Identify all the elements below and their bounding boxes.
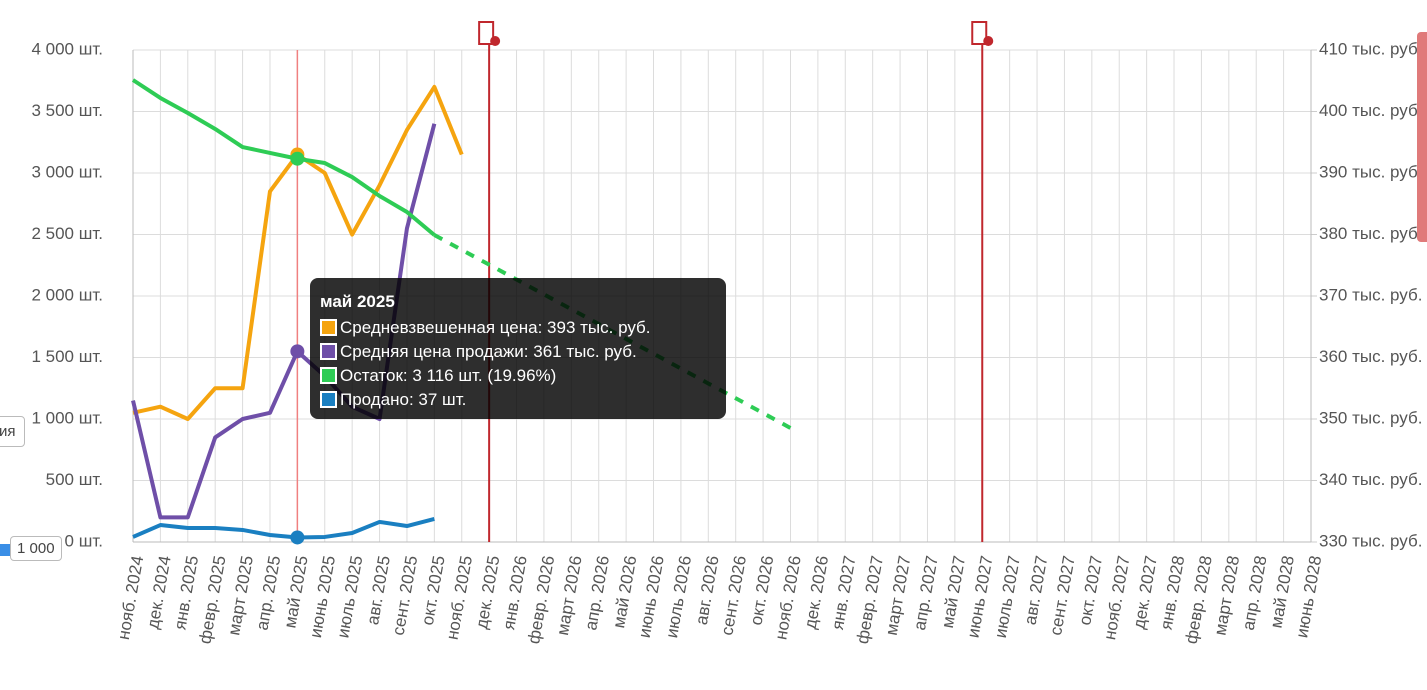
y2-tick-label: 380 тыс. руб. [1319,224,1422,243]
y-tick-label: 1 500 шт. [31,347,103,366]
x-tick-label: нояб. 2027 [1100,554,1133,641]
tooltip-swatch [320,343,337,360]
y-tick-label: 1 000 шт. [31,408,103,427]
slider-label[interactable]: 1 000 [10,536,62,561]
x-tick-label: окт. 2025 [418,554,449,626]
x-tick-label: янв. 2027 [828,554,860,631]
x-tick-label: янв. 2025 [170,554,202,631]
tooltip-title: май 2025 [320,292,395,311]
y-tick-label: 2 500 шт. [31,224,103,243]
y-tick-label: 3 000 шт. [31,162,103,181]
event-icon-gear [983,36,994,46]
x-tick-label: янв. 2028 [1157,554,1189,631]
y2-tick-label: 390 тыс. руб. [1319,162,1422,181]
x-tick-label: окт. 2027 [1075,554,1106,626]
x-tick-label: май 2025 [280,554,311,629]
hover-point [290,530,305,545]
x-tick-label: апр. 2025 [253,554,285,632]
x-tick-label: март 2026 [553,554,586,637]
y2-tick-label: 350 тыс. руб. [1319,408,1422,427]
x-tick-label: апр. 2026 [581,554,613,632]
x-tick-label: нояб. 2026 [771,554,804,641]
x-tick-label: нояб. 2025 [443,554,476,641]
event-icon-body [971,21,988,45]
series-line [131,78,436,237]
y-tick-label: 2 000 шт. [31,285,103,304]
y2-tick-label: 360 тыс. руб. [1319,347,1422,366]
x-tick-label: дек. 2025 [472,554,504,630]
event-icon-gear [490,36,501,46]
x-tick-label: сент. 2025 [389,554,422,637]
tooltip-swatch [320,391,337,408]
tooltip-line: Средневзвешенная цена: 393 тыс. руб. [320,316,716,340]
x-tick-label: март 2028 [1210,554,1243,637]
y2-tick-label: 410 тыс. руб. [1319,39,1422,58]
event-icon [971,21,994,46]
x-tick-label: сент. 2027 [1046,554,1079,637]
tooltip-line: Средняя цена продажи: 361 тыс. руб. [320,340,716,364]
x-tick-label: май 2026 [609,554,640,629]
x-tick-label: май 2028 [1267,554,1298,629]
x-tick-label: июнь 2028 [1292,554,1325,639]
y2-tick-label: 330 тыс. руб. [1319,531,1422,550]
y2-tick-label: 400 тыс. руб. [1319,101,1422,120]
x-tick-label: июль 2025 [333,554,366,639]
y2-tick-label: 340 тыс. руб. [1319,470,1422,489]
tooltip-text: Остаток: 3 116 шт. (19.96%) [340,366,557,385]
x-tick-label: авг. 2025 [363,554,394,626]
x-tick-label: сент. 2026 [717,554,750,637]
x-tick-label: май 2027 [938,554,969,629]
tooltip-line: Продано: 37 шт. [320,388,716,412]
tooltip-text: Средневзвешенная цена: 393 тыс. руб. [340,318,651,337]
y-tick-label: 3 500 шт. [31,101,103,120]
x-tick-label: авг. 2027 [1021,554,1052,626]
y2-tick-label: 370 тыс. руб. [1319,285,1422,304]
tooltip-text: Средняя цена продажи: 361 тыс. руб. [340,342,637,361]
y-tick-label: 0 шт. [65,531,103,550]
x-tick-label: апр. 2027 [910,554,942,632]
scrollbar[interactable] [1417,32,1427,242]
hover-point [290,151,305,166]
y-tick-label: 500 шт. [46,470,103,489]
x-tick-label: нояб. 2024 [114,554,147,641]
tooltip-line: Остаток: 3 116 шт. (19.96%) [320,364,716,388]
x-tick-label: дек. 2027 [1129,554,1161,630]
tooltip: май 2025 Средневзвешенная цена: 393 тыс.… [310,278,726,419]
x-tick-label: апр. 2028 [1239,554,1271,632]
tooltip-swatch [320,319,337,336]
x-tick-label: март 2025 [224,554,257,637]
x-tick-label: дек. 2026 [801,554,833,630]
x-tick-label: авг. 2026 [692,554,723,626]
series-line [132,517,435,540]
tooltip-swatch [320,367,337,384]
event-icon-body [478,21,495,45]
x-tick-label: июль 2027 [991,554,1024,639]
x-tick-label: март 2027 [882,554,915,637]
y-tick-label: 4 000 шт. [31,39,103,58]
hover-point [290,344,305,359]
side-button[interactable]: ия [0,416,25,447]
event-icon [478,21,501,46]
x-tick-label: июль 2026 [662,554,695,639]
x-tick-label: дек. 2024 [143,554,175,630]
x-tick-label: окт. 2026 [747,554,778,626]
x-tick-label: янв. 2026 [499,554,531,631]
tooltip-text: Продано: 37 шт. [340,390,467,409]
slider-handle[interactable] [0,544,10,556]
